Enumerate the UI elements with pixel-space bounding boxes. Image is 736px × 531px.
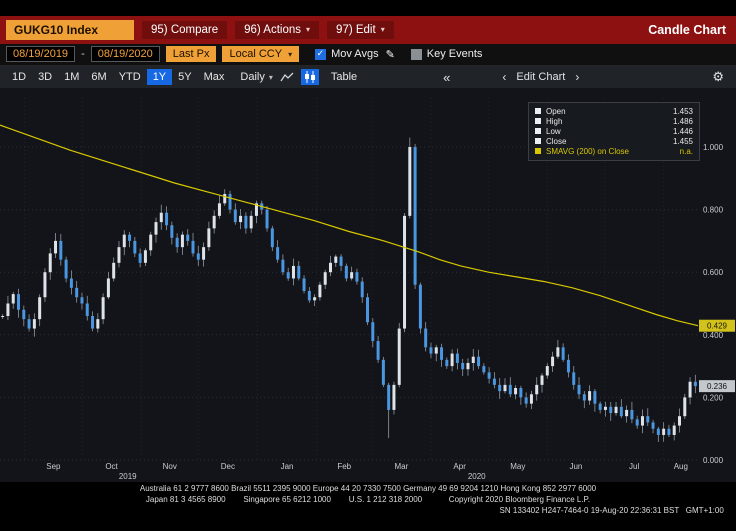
- svg-text:0.600: 0.600: [703, 268, 724, 277]
- footer-contacts-line2: Japan 81 3 4565 8900 Singapore 65 6212 1…: [145, 494, 591, 504]
- next-chart-arrow[interactable]: ›: [575, 70, 580, 85]
- chart-toolbar: 1D 3D 1M 6M YTD 1Y 5Y Max Daily ▾ Table «…: [0, 66, 736, 88]
- period-tab-ytd[interactable]: YTD: [118, 71, 141, 84]
- svg-text:2020: 2020: [468, 472, 486, 481]
- svg-text:Jan: Jan: [281, 462, 294, 471]
- period-tab-1d[interactable]: 1D: [12, 71, 27, 84]
- actions-button-label: 96) Actions: [244, 23, 302, 36]
- mov-avgs-checkbox[interactable]: [315, 48, 327, 60]
- svg-text:Apr: Apr: [453, 462, 466, 471]
- date-range-dash: -: [81, 48, 85, 61]
- footer-contacts-line1: Australia 61 2 9777 8600 Brazil 5511 239…: [139, 483, 597, 493]
- settings-toolbar: 08/19/2019 - 08/19/2020 Last Px Local CC…: [0, 43, 736, 67]
- open-swatch-icon: [535, 108, 541, 114]
- legend-label: SMAVG (200) on Close: [546, 146, 629, 156]
- svg-text:Jun: Jun: [569, 462, 582, 471]
- low-swatch-icon: [535, 128, 541, 134]
- frequency-label: Daily: [240, 71, 265, 84]
- date-from-field[interactable]: 08/19/2019: [6, 46, 76, 63]
- chevron-down-icon: ▾: [268, 72, 273, 82]
- top-strip: [0, 0, 736, 16]
- currency-select[interactable]: Local CCY ▾: [222, 46, 300, 63]
- page-title: Candle Chart: [648, 22, 726, 37]
- legend-row-high: High 1.486: [535, 116, 693, 126]
- legend-value: 1.446: [672, 126, 693, 136]
- svg-text:Feb: Feb: [337, 462, 351, 471]
- svg-text:0.800: 0.800: [703, 206, 724, 215]
- chart-legend: Open 1.453 High 1.486 Low 1.446 Close 1.…: [528, 102, 700, 161]
- svg-text:0.429: 0.429: [707, 322, 728, 331]
- period-tab-max[interactable]: Max: [203, 71, 225, 84]
- smavg-swatch-icon: [535, 148, 541, 154]
- legend-value: n.a.: [679, 146, 693, 156]
- legend-value: 1.453: [672, 106, 693, 116]
- prev-chart-arrow[interactable]: ‹: [502, 70, 507, 85]
- chevron-down-icon: ▾: [380, 25, 385, 35]
- line-chart-icon[interactable]: [278, 69, 296, 85]
- period-tab-3d[interactable]: 3D: [38, 71, 53, 84]
- footer-session-info: SN 133402 H247-7464-0 19-Aug-20 22:36:31…: [499, 505, 726, 515]
- svg-text:Mar: Mar: [395, 462, 409, 471]
- svg-text:2019: 2019: [119, 472, 137, 481]
- menu-bar: GUKG10 Index 95) Compare 96) Actions ▾ 97…: [0, 15, 736, 44]
- svg-text:Sep: Sep: [46, 462, 61, 471]
- table-button[interactable]: Table: [330, 71, 358, 84]
- price-field-label: Last Px: [172, 48, 210, 61]
- frequency-select[interactable]: Daily ▾: [240, 71, 272, 83]
- period-tab-1m[interactable]: 1M: [64, 71, 80, 84]
- legend-row-open: Open 1.453: [535, 106, 693, 116]
- candle-chart-icon[interactable]: [300, 69, 319, 86]
- legend-label: Close: [546, 136, 567, 146]
- compare-button-label: 95) Compare: [151, 23, 219, 36]
- svg-text:May: May: [510, 462, 525, 471]
- edit-button-label: 97) Edit: [336, 23, 376, 36]
- chart-area[interactable]: 1.000 0.800 0.600 0.400 0.200 0.000 0.429 0.236…: [0, 88, 736, 482]
- collapse-panel-button[interactable]: «: [443, 69, 451, 85]
- svg-text:Nov: Nov: [163, 462, 177, 471]
- price-field-select[interactable]: Last Px: [165, 46, 217, 63]
- terminal-footer: Australia 61 2 9777 8600 Brazil 5511 239…: [0, 477, 736, 531]
- period-tab-5y[interactable]: 5Y: [178, 71, 192, 84]
- legend-row-smavg: SMAVG (200) on Close n.a.: [535, 146, 693, 156]
- legend-value: 1.455: [672, 136, 693, 146]
- svg-text:0.236: 0.236: [707, 382, 728, 391]
- svg-text:Aug: Aug: [674, 462, 688, 471]
- svg-text:Jul: Jul: [629, 462, 639, 471]
- period-tab-6m[interactable]: 6M: [91, 71, 107, 84]
- mov-avgs-label: Mov Avgs: [331, 48, 379, 61]
- legend-row-low: Low 1.446: [535, 126, 693, 136]
- legend-value: 1.486: [672, 116, 693, 126]
- key-events-label: Key Events: [426, 48, 483, 61]
- close-swatch-icon: [535, 138, 541, 144]
- legend-label: Open: [546, 106, 566, 116]
- date-to-field[interactable]: 08/19/2020: [90, 46, 160, 63]
- period-tab-1y[interactable]: 1Y: [146, 69, 173, 86]
- high-swatch-icon: [535, 118, 541, 124]
- key-events-checkbox[interactable]: [410, 48, 422, 60]
- svg-text:Oct: Oct: [105, 462, 118, 471]
- security-input[interactable]: GUKG10 Index: [6, 19, 134, 40]
- svg-text:0.000: 0.000: [703, 456, 724, 465]
- chevron-down-icon: ▾: [288, 49, 293, 59]
- edit-button[interactable]: 97) Edit ▾: [327, 20, 394, 39]
- svg-text:0.400: 0.400: [703, 331, 724, 340]
- chevron-down-icon: ▾: [306, 25, 311, 35]
- compare-button[interactable]: 95) Compare: [142, 20, 228, 39]
- gear-icon[interactable]: ⚙: [712, 69, 724, 85]
- edit-chart-button[interactable]: Edit Chart: [516, 71, 566, 84]
- legend-label: Low: [546, 126, 561, 136]
- currency-label: Local CCY: [229, 48, 283, 61]
- legend-label: High: [546, 116, 563, 126]
- legend-row-close: Close 1.455: [535, 136, 693, 146]
- actions-button[interactable]: 96) Actions ▾: [235, 20, 320, 39]
- svg-text:1.000: 1.000: [703, 143, 724, 152]
- svg-text:Dec: Dec: [221, 462, 235, 471]
- svg-text:0.200: 0.200: [703, 393, 724, 402]
- pencil-icon[interactable]: ✎: [385, 48, 395, 61]
- edit-chart-group: ‹ Edit Chart ›: [502, 70, 579, 84]
